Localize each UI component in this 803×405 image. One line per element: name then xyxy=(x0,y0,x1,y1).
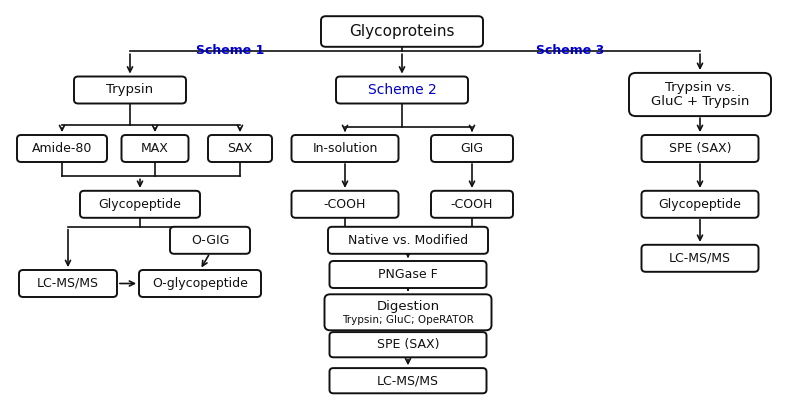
Text: Trypsin; GluC; OpeRATOR: Trypsin; GluC; OpeRATOR xyxy=(341,315,473,325)
FancyBboxPatch shape xyxy=(641,135,757,162)
FancyBboxPatch shape xyxy=(291,135,398,162)
FancyBboxPatch shape xyxy=(329,368,486,393)
Text: -COOH: -COOH xyxy=(324,198,365,211)
Text: Glycopeptide: Glycopeptide xyxy=(658,198,740,211)
Text: SPE (SAX): SPE (SAX) xyxy=(668,142,731,155)
FancyBboxPatch shape xyxy=(641,245,757,272)
FancyBboxPatch shape xyxy=(74,77,185,104)
FancyBboxPatch shape xyxy=(19,270,117,297)
FancyBboxPatch shape xyxy=(328,227,487,254)
FancyBboxPatch shape xyxy=(329,332,486,357)
Text: Digestion: Digestion xyxy=(376,300,439,313)
Text: In-solution: In-solution xyxy=(312,142,377,155)
FancyBboxPatch shape xyxy=(169,227,250,254)
Text: Scheme 3: Scheme 3 xyxy=(536,44,603,57)
Text: Trypsin: Trypsin xyxy=(106,83,153,96)
Text: GIG: GIG xyxy=(460,142,483,155)
FancyBboxPatch shape xyxy=(139,270,261,297)
FancyBboxPatch shape xyxy=(320,16,483,47)
FancyBboxPatch shape xyxy=(641,191,757,218)
Text: MAX: MAX xyxy=(141,142,169,155)
FancyBboxPatch shape xyxy=(329,261,486,288)
Text: O-glycopeptide: O-glycopeptide xyxy=(152,277,247,290)
Text: O-GIG: O-GIG xyxy=(190,234,229,247)
FancyBboxPatch shape xyxy=(430,191,512,218)
Text: PNGase F: PNGase F xyxy=(377,268,438,281)
FancyBboxPatch shape xyxy=(430,135,512,162)
Text: LC-MS/MS: LC-MS/MS xyxy=(668,252,730,265)
Text: LC-MS/MS: LC-MS/MS xyxy=(37,277,99,290)
Text: -COOH: -COOH xyxy=(450,198,492,211)
FancyBboxPatch shape xyxy=(291,191,398,218)
FancyBboxPatch shape xyxy=(336,77,467,104)
Text: Scheme 1: Scheme 1 xyxy=(196,44,264,57)
FancyBboxPatch shape xyxy=(80,191,200,218)
Text: Trypsin vs.
GluC + Trypsin: Trypsin vs. GluC + Trypsin xyxy=(650,81,748,109)
Text: Glycoproteins: Glycoproteins xyxy=(349,24,454,39)
Text: SPE (SAX): SPE (SAX) xyxy=(377,338,438,351)
Text: LC-MS/MS: LC-MS/MS xyxy=(377,374,438,387)
Text: Glycopeptide: Glycopeptide xyxy=(99,198,181,211)
Text: Scheme 2: Scheme 2 xyxy=(367,83,436,97)
Text: Amide-80: Amide-80 xyxy=(32,142,92,155)
FancyBboxPatch shape xyxy=(324,294,491,330)
FancyBboxPatch shape xyxy=(628,73,770,116)
FancyBboxPatch shape xyxy=(121,135,188,162)
FancyBboxPatch shape xyxy=(208,135,271,162)
Text: Native vs. Modified: Native vs. Modified xyxy=(348,234,467,247)
Text: SAX: SAX xyxy=(227,142,252,155)
FancyBboxPatch shape xyxy=(17,135,107,162)
